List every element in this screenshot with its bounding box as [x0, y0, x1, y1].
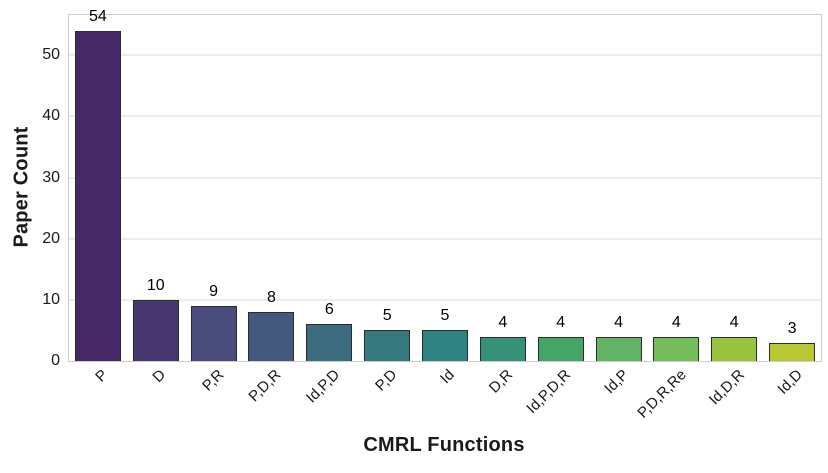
x-tick-label: Id,P,D,R: [523, 366, 575, 418]
y-tick-label: 30: [42, 168, 60, 186]
y-tick-label: 0: [51, 352, 60, 369]
bar-P,D,R: [248, 312, 295, 361]
y-axis-title: Paper Count: [10, 126, 33, 248]
x-tick-label: Id: [437, 366, 459, 388]
gridline-y-30: [69, 177, 821, 179]
bar-value-label: 4: [556, 313, 566, 331]
x-axis-title: CMRL Functions: [363, 434, 525, 456]
x-tick-label: P,D: [372, 366, 401, 395]
x-tick-label: P,R: [198, 366, 227, 395]
bar-Id: [421, 330, 469, 361]
x-tick-label: D,R: [485, 366, 517, 397]
x-tick-label: D: [149, 366, 170, 386]
bar-Id,D,R: [711, 336, 758, 361]
bar-P,D: [364, 330, 411, 361]
bar-value-label: 5: [440, 307, 450, 325]
x-tick-label: P: [92, 366, 112, 386]
plot-area: 0 10 20 30 40 50 54 P 10 D 9 P,R 8 P,D,R 6 Id,P,D 5 P,D 5 I…: [42, 8, 822, 422]
bar-value-label: 54: [89, 7, 107, 25]
x-tick-label: Id,P,D: [302, 366, 343, 407]
x-tick-label: P,D,R: [245, 366, 285, 406]
x-tick-label: Id,D: [773, 366, 806, 398]
y-tick-label: 40: [42, 107, 60, 125]
gridline-y-40: [69, 115, 821, 117]
bar-value-label: 4: [614, 313, 623, 331]
x-tick-label: P,D,R,Re: [634, 366, 690, 422]
bar-Id,P,D: [306, 324, 353, 361]
bar-value-label: 6: [324, 301, 334, 319]
bar-P: [74, 30, 121, 361]
bar-value-label: 8: [267, 289, 276, 307]
y-tick-label: 20: [42, 229, 60, 247]
bar-Id,P: [595, 336, 642, 361]
gridline-y-20: [69, 238, 821, 240]
bar-P,D,R,Re: [653, 336, 700, 361]
bar-value-label: 9: [209, 282, 219, 300]
bar-value-label: 4: [498, 313, 508, 331]
bar-value-label: 5: [382, 307, 392, 325]
bar-value-label: 4: [729, 313, 739, 331]
y-tick-label: 50: [42, 46, 60, 64]
x-tick-label: Id,D,R: [705, 366, 748, 409]
bar-Id,P,D,R: [537, 336, 584, 361]
bar-P,R: [190, 305, 237, 361]
bar-value-label: 4: [671, 313, 681, 331]
bar-D,R: [479, 336, 526, 361]
bar-Id,D: [769, 342, 816, 361]
x-tick-label: Id,P: [600, 366, 632, 398]
bar-value-label: 10: [146, 276, 165, 294]
y-tick-label: 10: [42, 290, 60, 308]
gridline-y-10: [69, 299, 821, 301]
gridline-y-50: [69, 54, 821, 56]
bar-D: [132, 299, 179, 361]
bar-value-label: 3: [787, 319, 797, 337]
